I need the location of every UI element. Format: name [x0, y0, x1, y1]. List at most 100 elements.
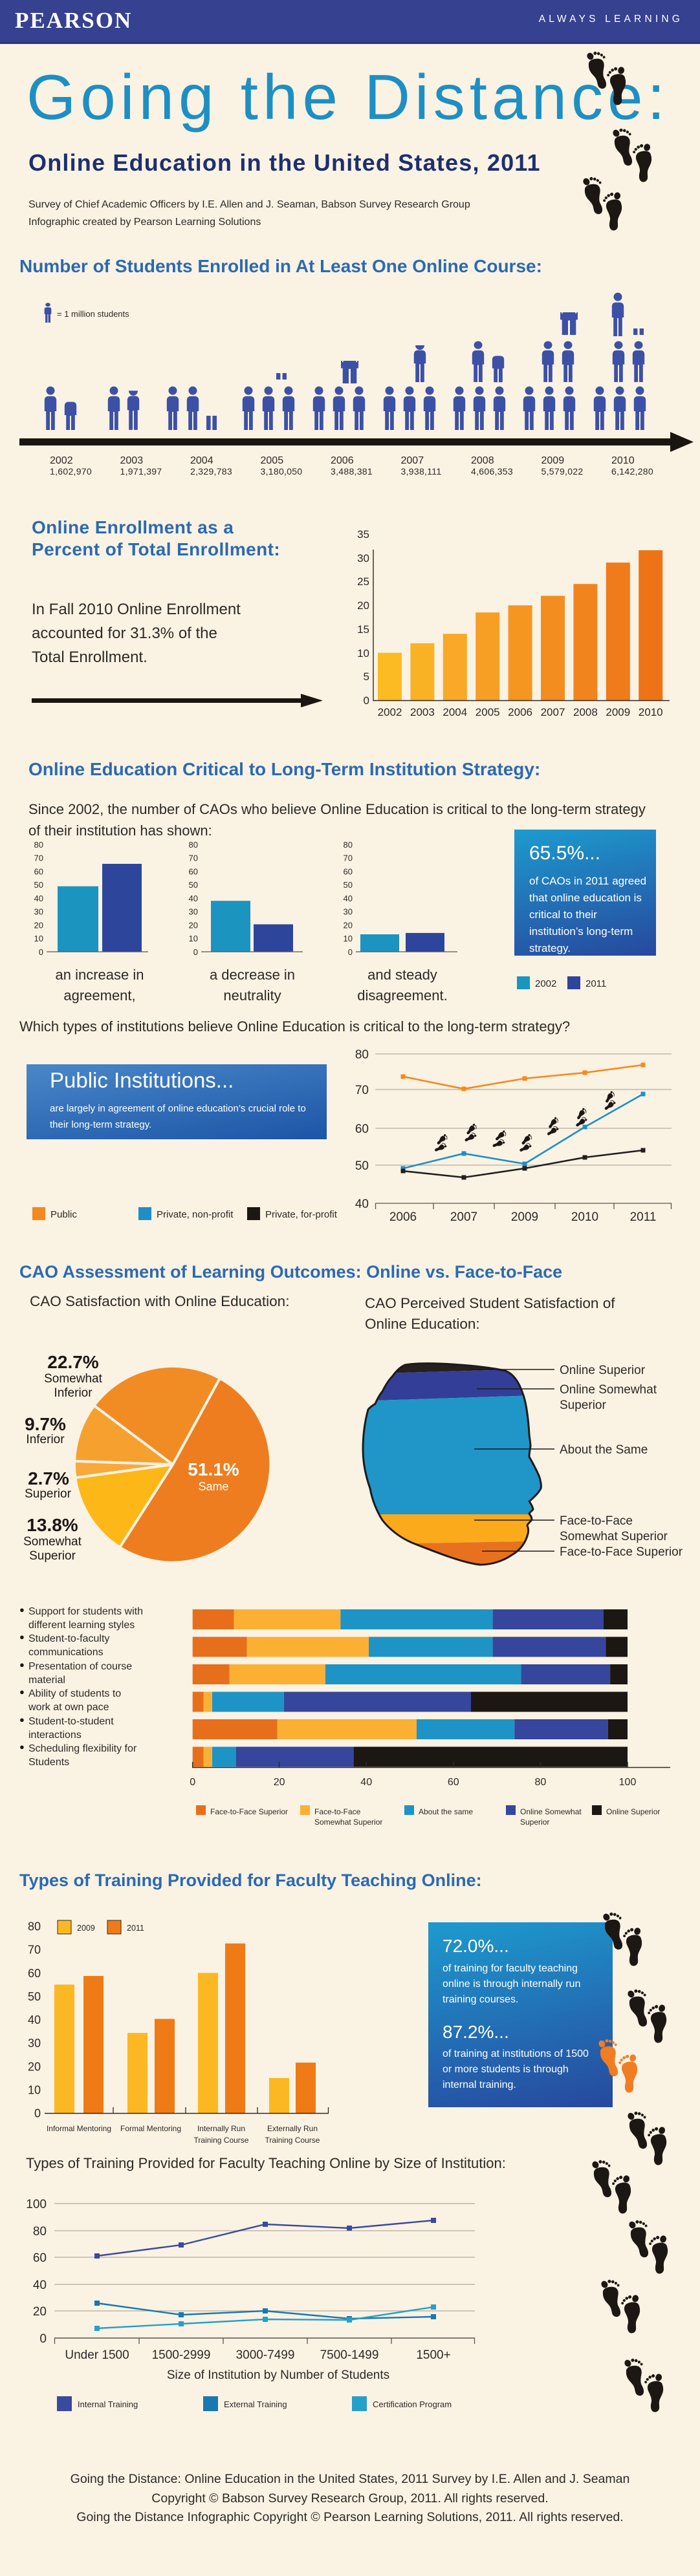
svg-text:40: 40 — [189, 894, 198, 903]
svg-text:80: 80 — [535, 1777, 547, 1788]
svg-text:100: 100 — [26, 2198, 47, 2211]
svg-text:10: 10 — [189, 934, 198, 943]
svg-text:2009: 2009 — [606, 706, 630, 718]
svg-text:100: 100 — [619, 1777, 637, 1788]
svg-text:20: 20 — [189, 921, 198, 930]
svg-text:20: 20 — [28, 2060, 41, 2073]
svg-text:0: 0 — [34, 2107, 41, 2120]
svg-text:60: 60 — [189, 867, 198, 877]
svg-text:25: 25 — [357, 575, 369, 588]
svg-text:30: 30 — [28, 2037, 41, 2050]
svg-text:15: 15 — [357, 623, 369, 636]
svg-text:30: 30 — [189, 907, 198, 917]
svg-text:Same: Same — [198, 1480, 228, 1493]
svg-text:2011: 2011 — [127, 1924, 144, 1933]
svg-text:2007: 2007 — [541, 706, 565, 718]
svg-text:80: 80 — [28, 1920, 41, 1933]
svg-text:13.8%: 13.8% — [27, 1515, 78, 1535]
svg-text:2010: 2010 — [639, 706, 663, 718]
svg-text:20: 20 — [357, 599, 369, 612]
svg-text:40: 40 — [28, 2013, 41, 2026]
svg-text:Face-to-Face: Face-to-Face — [560, 1514, 633, 1528]
svg-text:70: 70 — [189, 853, 198, 863]
svg-text:60: 60 — [355, 1122, 369, 1136]
svg-text:50: 50 — [189, 880, 198, 890]
svg-text:10: 10 — [34, 934, 43, 943]
svg-text:Informal Mentoring: Informal Mentoring — [47, 2124, 111, 2133]
svg-text:20: 20 — [34, 921, 43, 930]
svg-text:0: 0 — [190, 1777, 195, 1788]
svg-text:50: 50 — [28, 1990, 41, 2003]
svg-text:Somewhat Superior: Somewhat Superior — [560, 1530, 668, 1543]
svg-text:Superior: Superior — [29, 1549, 76, 1563]
svg-text:2004: 2004 — [443, 706, 467, 718]
svg-text:2005: 2005 — [476, 706, 500, 718]
svg-text:40: 40 — [355, 1197, 369, 1211]
svg-text:2010: 2010 — [571, 1210, 598, 1222]
svg-text:35: 35 — [357, 528, 369, 541]
svg-text:60: 60 — [448, 1777, 459, 1788]
svg-text:Training Course: Training Course — [194, 2136, 249, 2145]
svg-text:60: 60 — [34, 867, 43, 877]
svg-text:40: 40 — [344, 894, 353, 903]
svg-text:60: 60 — [33, 2251, 47, 2265]
svg-text:Face-to-Face Superior: Face-to-Face Superior — [560, 1545, 683, 1559]
svg-text:2006: 2006 — [389, 1210, 417, 1222]
svg-text:50: 50 — [344, 880, 353, 890]
svg-text:Online Somewhat: Online Somewhat — [560, 1383, 657, 1397]
svg-text:50: 50 — [34, 880, 43, 890]
svg-text:= 1 million students: = 1 million students — [57, 309, 129, 319]
svg-text:Internally Run: Internally Run — [197, 2124, 245, 2133]
svg-text:Externally Run: Externally Run — [267, 2124, 318, 2133]
svg-text:0: 0 — [193, 947, 198, 957]
svg-text:70: 70 — [28, 1944, 41, 1957]
svg-text:51.1%: 51.1% — [188, 1459, 239, 1479]
svg-text:9.7%: 9.7% — [25, 1414, 66, 1434]
svg-text:30: 30 — [34, 907, 43, 917]
svg-text:5: 5 — [364, 671, 369, 683]
svg-text:80: 80 — [34, 840, 43, 850]
svg-text:Superior: Superior — [25, 1487, 71, 1501]
svg-text:80: 80 — [355, 1048, 369, 1062]
svg-text:2002: 2002 — [378, 706, 402, 718]
svg-text:10: 10 — [344, 934, 353, 943]
svg-text:40: 40 — [360, 1777, 372, 1788]
svg-text:0: 0 — [39, 2332, 47, 2346]
svg-text:Training Course: Training Course — [265, 2136, 320, 2145]
svg-text:2009: 2009 — [77, 1924, 95, 1933]
svg-text:60: 60 — [344, 867, 353, 877]
svg-text:30: 30 — [357, 552, 369, 564]
svg-text:40: 40 — [33, 2279, 47, 2292]
svg-text:Online Superior: Online Superior — [560, 1364, 646, 1377]
svg-text:30: 30 — [344, 907, 353, 917]
svg-text:10: 10 — [28, 2084, 41, 2097]
svg-text:1500+: 1500+ — [416, 2348, 450, 2360]
svg-text:22.7%: 22.7% — [47, 1352, 98, 1372]
svg-text:Inferior: Inferior — [54, 1386, 93, 1400]
svg-text:80: 80 — [344, 840, 353, 850]
svg-text:Somewhat: Somewhat — [44, 1372, 102, 1386]
svg-text:2003: 2003 — [410, 706, 435, 718]
svg-text:2011: 2011 — [630, 1210, 657, 1222]
svg-text:40: 40 — [34, 894, 43, 903]
svg-text:Superior: Superior — [560, 1399, 606, 1412]
svg-text:70: 70 — [344, 853, 353, 863]
svg-text:7500-1499: 7500-1499 — [320, 2348, 379, 2360]
svg-text:2007: 2007 — [450, 1210, 477, 1222]
svg-text:60: 60 — [28, 1967, 41, 1980]
svg-text:0: 0 — [39, 947, 43, 957]
svg-text:2009: 2009 — [511, 1210, 538, 1222]
svg-text:0: 0 — [348, 947, 353, 957]
svg-text:20: 20 — [33, 2305, 47, 2319]
svg-text:70: 70 — [355, 1084, 369, 1097]
svg-text:80: 80 — [33, 2225, 47, 2238]
svg-text:Under 1500: Under 1500 — [65, 2348, 129, 2360]
svg-text:1500-2999: 1500-2999 — [152, 2348, 211, 2360]
svg-text:2.7%: 2.7% — [28, 1468, 69, 1488]
svg-text:50: 50 — [355, 1159, 369, 1173]
svg-text:20: 20 — [344, 921, 353, 930]
svg-text:About the Same: About the Same — [560, 1443, 648, 1457]
svg-text:2008: 2008 — [573, 706, 598, 718]
svg-text:70: 70 — [34, 853, 43, 863]
svg-text:20: 20 — [274, 1777, 285, 1788]
